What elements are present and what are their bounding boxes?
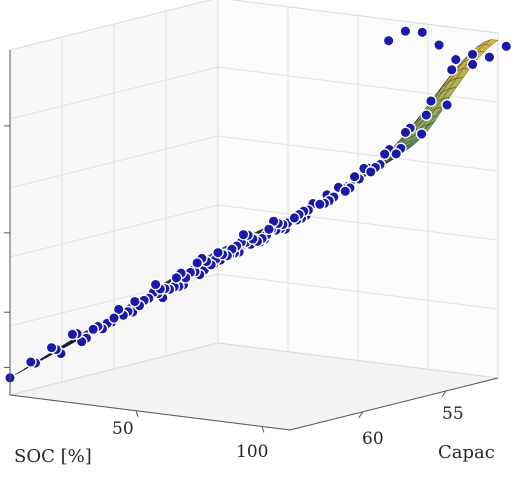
data-point — [445, 63, 458, 76]
data-point — [87, 323, 100, 336]
x-tick-label: 50 — [112, 419, 134, 439]
data-point — [483, 51, 496, 63]
data-point — [420, 109, 433, 121]
data-point — [66, 328, 79, 341]
y-axis-line — [289, 377, 499, 431]
data-point — [170, 271, 183, 284]
y-tick — [358, 411, 364, 419]
axes-front-box — [9, 50, 499, 433]
y-axis-label: Capac — [438, 442, 495, 463]
x-axis-line — [9, 394, 291, 431]
axes-back-box — [9, 0, 499, 431]
data-point — [288, 212, 301, 224]
data-point — [415, 128, 428, 140]
x-tick — [261, 426, 265, 433]
data-point — [416, 26, 429, 39]
data-point — [339, 185, 352, 198]
data-point — [149, 278, 162, 291]
data-markers — [4, 25, 513, 384]
data-point — [128, 295, 141, 308]
data-point — [348, 170, 361, 183]
y-tick-label: 55 — [442, 404, 464, 424]
data-point — [108, 312, 120, 324]
data-point — [45, 341, 58, 354]
data-point — [364, 166, 377, 178]
data-point — [466, 58, 479, 71]
x-tick-label: 100 — [236, 442, 268, 462]
data-point — [441, 99, 453, 111]
data-point — [433, 39, 445, 51]
data-point — [399, 25, 412, 38]
y-tick-label: 60 — [362, 429, 384, 449]
data-point — [466, 48, 479, 61]
data-point — [500, 40, 513, 53]
data-point — [263, 223, 275, 236]
data-point — [24, 356, 37, 368]
data-point — [382, 34, 395, 47]
data-point — [237, 228, 250, 241]
axes-grid — [4, 6, 499, 382]
data-point — [212, 246, 224, 259]
data-point — [425, 95, 437, 107]
x-tick — [135, 410, 139, 417]
data-point — [313, 198, 326, 211]
data-point — [399, 126, 412, 139]
data-point — [449, 53, 462, 66]
data-point — [378, 148, 391, 160]
x-axis-label: SOC [%] — [14, 446, 92, 467]
axis-ticks: 50 100 55 60 SOC [%] Capac — [14, 404, 495, 467]
data-point — [390, 148, 403, 160]
data-point — [191, 257, 204, 269]
y-tick — [441, 390, 447, 398]
